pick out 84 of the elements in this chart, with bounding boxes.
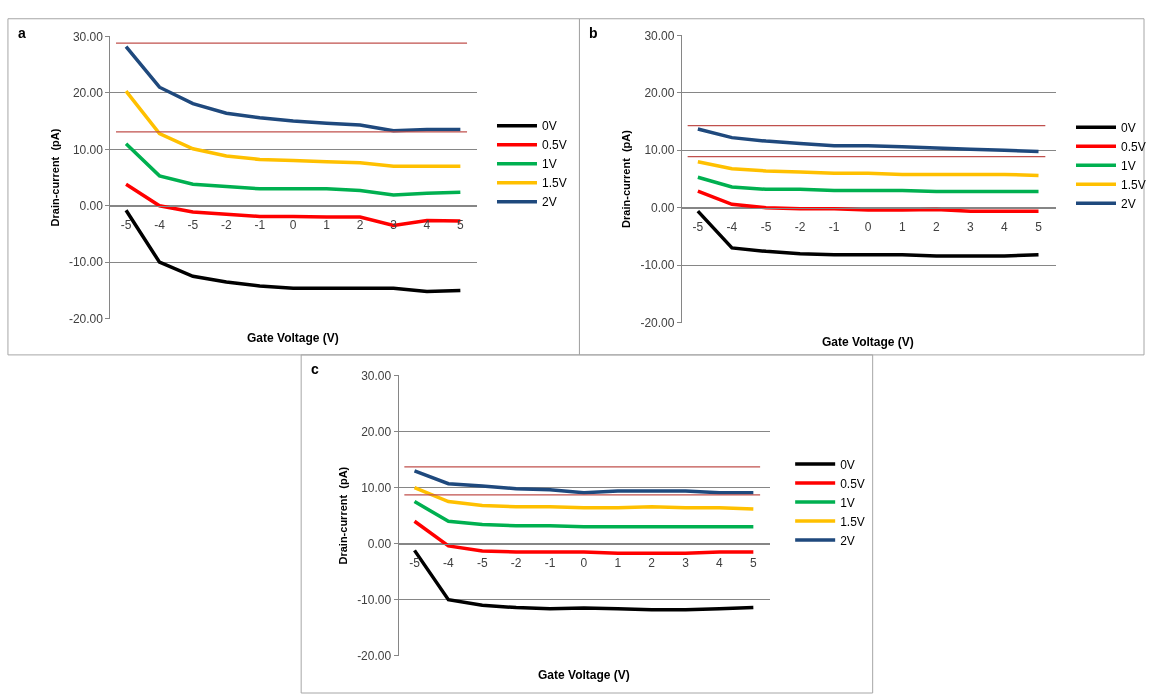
chart-title: c: [311, 361, 319, 377]
x-tick-label: -1: [828, 220, 840, 235]
legend-label: 2V: [1121, 196, 1136, 211]
y-tick-label: 0.00: [651, 200, 675, 215]
x-tick-label: 1: [323, 218, 331, 233]
y-axis-title: Drain-current (pA): [336, 466, 349, 565]
legend-label: 1V: [541, 157, 557, 172]
x-tick-label: -2: [221, 218, 232, 233]
legend-label: 0V: [1121, 120, 1136, 135]
line-series: [412, 485, 756, 511]
x-tick-label: -2: [794, 220, 806, 235]
x-tick-label: 1: [898, 220, 906, 235]
y-tick-label: -20.00: [68, 311, 104, 326]
y-tick-label: 30.00: [644, 28, 675, 43]
x-tick-label: 2: [356, 218, 364, 233]
x-tick-label: 4: [1001, 220, 1009, 235]
x-tick-label: 3: [682, 556, 690, 571]
x-tick-label: -5: [409, 556, 421, 571]
x-tick-label: -4: [443, 556, 455, 571]
y-tick-label: 30.00: [72, 29, 104, 44]
x-tick-label: -5: [187, 218, 199, 233]
y-axis-title: Drain-current (pA): [48, 128, 61, 227]
y-tick-label: -20.00: [357, 648, 392, 663]
x-tick-label: -5: [760, 220, 772, 235]
x-tick-label: 2: [932, 220, 940, 235]
line-series: [124, 44, 463, 133]
x-tick-label: 0: [864, 220, 872, 235]
legend-label: 1V: [840, 495, 855, 510]
x-tick-label: 0: [580, 556, 588, 571]
legend-label: 0.5V: [541, 138, 567, 153]
y-tick-label: -10.00: [357, 592, 392, 607]
line-series: [412, 519, 756, 555]
x-tick-label: 3: [967, 220, 975, 235]
x-tick-label: 2: [648, 556, 656, 571]
chart-title: b: [589, 25, 598, 41]
legend-label: 0.5V: [840, 476, 865, 491]
y-tick-label: 0.00: [367, 536, 392, 551]
y-tick-label: 30.00: [361, 368, 392, 383]
legend-label: 1.5V: [541, 176, 567, 191]
x-tick-label: 5: [457, 218, 465, 233]
legend-label: 1.5V: [840, 514, 865, 529]
x-axis-title: Gate Voltage (V): [822, 335, 914, 349]
x-tick-label: -5: [476, 556, 488, 571]
line-series: [412, 499, 756, 529]
y-tick-label: 20.00: [361, 424, 392, 439]
x-tick-label: -4: [726, 220, 738, 235]
line-series: [124, 141, 463, 197]
x-tick-label: -2: [510, 556, 522, 571]
x-tick-label: -4: [154, 218, 166, 233]
y-tick-label: -10.00: [68, 255, 104, 270]
line-series: [124, 89, 463, 168]
x-tick-label: 5: [1035, 220, 1043, 235]
line-series: [696, 175, 1041, 194]
x-tick-label: -5: [120, 218, 132, 233]
y-tick-label: 10.00: [644, 143, 675, 158]
x-axis-title: Gate Voltage (V): [247, 331, 339, 345]
legend-label: 2V: [541, 195, 557, 210]
legend-label: 0V: [541, 119, 557, 134]
y-tick-label: 0.00: [79, 198, 104, 213]
x-axis-title: Gate Voltage (V): [538, 668, 630, 682]
chart-title: a: [18, 25, 26, 41]
y-tick-label: 10.00: [361, 480, 392, 495]
x-tick-label: 4: [716, 556, 724, 571]
y-tick-label: 20.00: [72, 86, 104, 101]
line-series: [696, 127, 1041, 154]
x-tick-label: -1: [254, 218, 266, 233]
legend-label: 1.5V: [1121, 177, 1146, 192]
line-series: [696, 189, 1041, 213]
y-tick-label: 20.00: [644, 86, 675, 101]
x-tick-label: 0: [289, 218, 297, 233]
line-series: [696, 160, 1041, 178]
y-tick-label: -10.00: [640, 258, 675, 273]
legend-label: 0.5V: [1121, 139, 1146, 154]
y-tick-label: 10.00: [72, 142, 104, 157]
y-axis-title: Drain-current (pA): [620, 129, 633, 228]
legend-label: 2V: [840, 533, 855, 548]
x-tick-label: -1: [544, 556, 556, 571]
x-tick-label: -5: [692, 220, 704, 235]
x-tick-label: 1: [614, 556, 622, 571]
y-tick-label: -20.00: [640, 315, 675, 330]
legend-label: 1V: [1121, 158, 1136, 173]
legend-label: 0V: [840, 457, 855, 472]
line-series: [412, 469, 756, 495]
x-tick-label: 5: [750, 556, 757, 571]
